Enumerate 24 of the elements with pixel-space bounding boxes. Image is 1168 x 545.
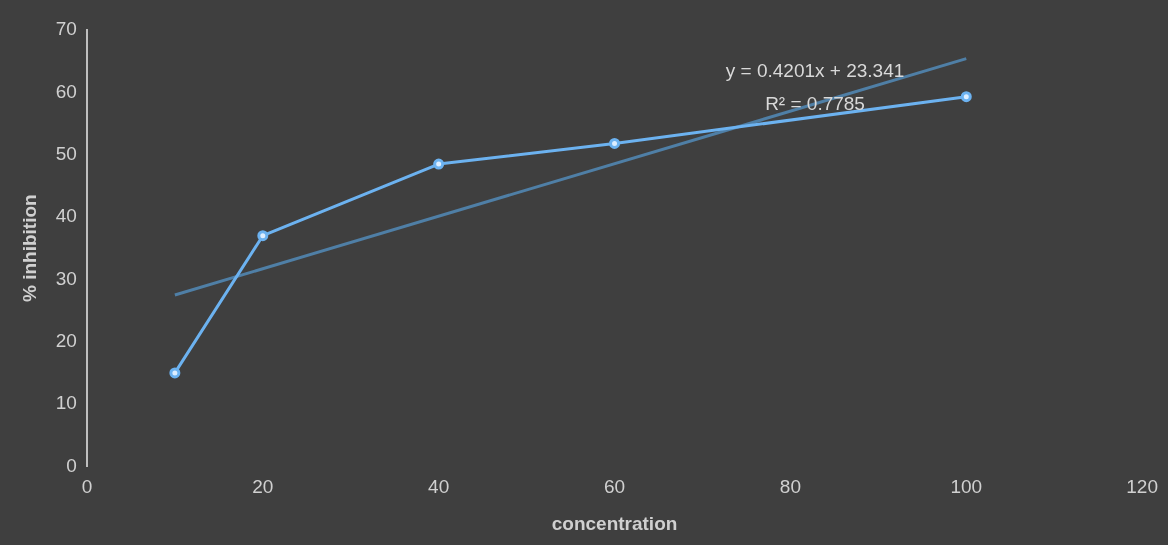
x-tick-label: 40: [428, 476, 450, 498]
annotation: y = 0.4201x + 23.341: [725, 60, 905, 82]
x-tick-label: 80: [779, 476, 801, 498]
point: [609, 137, 621, 149]
x-tick-label: 0: [81, 476, 93, 498]
point: [433, 158, 445, 170]
point: [169, 367, 181, 379]
x-tick-label: 100: [950, 476, 983, 498]
y-tick-label: 40: [55, 205, 77, 227]
y-tick-label: 30: [55, 267, 77, 289]
x-tick-label: 20: [252, 476, 274, 498]
y-tick-label: 20: [55, 329, 77, 351]
x-axis-title: concentration: [551, 512, 678, 534]
x-tick-label: 60: [603, 476, 626, 498]
y-tick-label: 60: [55, 80, 77, 102]
point: [257, 230, 269, 242]
annotation: R² = 0.7785: [765, 93, 865, 115]
y-axis-title: % inhibition: [18, 194, 40, 303]
x-tick-label: 120: [1126, 476, 1158, 498]
point: [960, 91, 972, 103]
y-tick-label: 70: [55, 18, 77, 40]
y-tick-label: 0: [66, 454, 77, 476]
y-tick-label: 50: [55, 142, 77, 164]
y-tick-label: 10: [55, 392, 77, 414]
